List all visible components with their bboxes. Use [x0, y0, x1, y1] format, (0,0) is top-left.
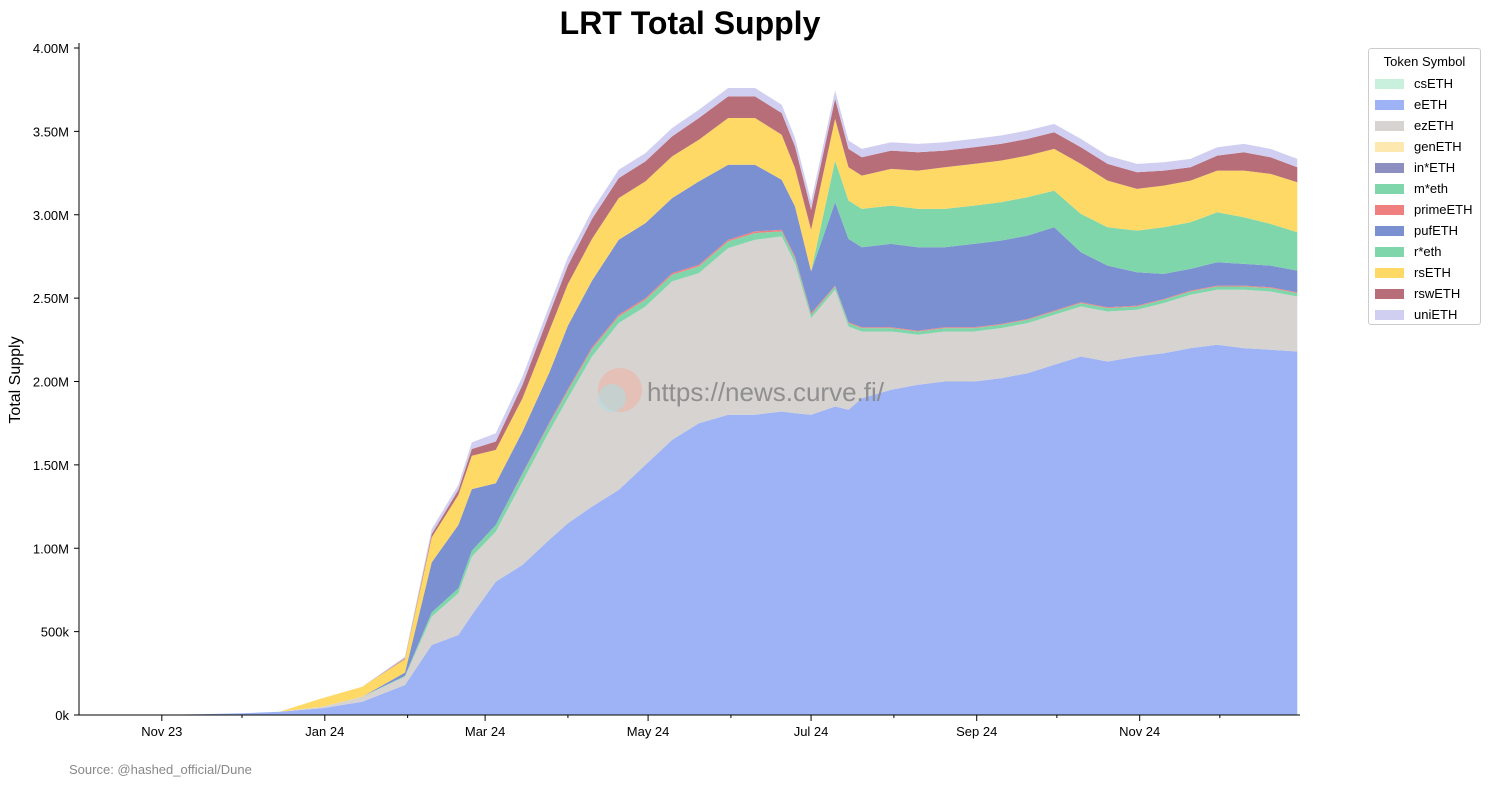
- legend-item: ezETH: [1369, 115, 1480, 136]
- x-tick-label: Mar 24: [465, 724, 505, 739]
- legend-label: uniETH: [1414, 307, 1458, 322]
- x-tick-label: Jan 24: [305, 724, 344, 739]
- y-tick-label: 2.50M: [33, 291, 69, 306]
- curve-logo-inner-icon: [598, 384, 626, 412]
- legend-label: m*eth: [1414, 181, 1448, 196]
- x-tick-label: Nov 24: [1119, 724, 1160, 739]
- watermark: https://news.curve.fi/: [598, 368, 885, 412]
- legend-swatch: [1375, 246, 1404, 257]
- y-tick-label: 4.00M: [33, 41, 69, 56]
- area-pufeth: [79, 164, 1298, 715]
- legend-swatch: [1375, 162, 1404, 173]
- source-note: Source: @hashed_official/Dune: [69, 762, 252, 777]
- x-tick-label: Sep 24: [956, 724, 997, 739]
- chart-title: LRT Total Supply: [560, 5, 821, 41]
- watermark-text: https://news.curve.fi/: [647, 377, 885, 407]
- legend-swatch: [1375, 141, 1404, 152]
- legend-label: r*eth: [1414, 244, 1442, 259]
- legend-item: rsETH: [1369, 262, 1480, 283]
- y-tick-label: 500k: [41, 625, 70, 640]
- legend-swatch: [1375, 78, 1404, 89]
- legend-label: rsETH: [1414, 265, 1451, 280]
- legend-swatch: [1375, 183, 1404, 194]
- legend-title: Token Symbol: [1383, 54, 1466, 69]
- legend-item: genETH: [1369, 136, 1480, 157]
- legend-label: primeETH: [1414, 202, 1473, 217]
- legend-label: pufETH: [1414, 223, 1459, 238]
- legend-label: genETH: [1414, 139, 1462, 154]
- legend-items: csETH eETH ezETH genETH in*ETH m*eth primeETH p…: [1369, 73, 1480, 325]
- x-tick-label: May 24: [627, 724, 670, 739]
- y-tick-label: 1.00M: [33, 541, 69, 556]
- y-tick-label: 0k: [55, 708, 69, 723]
- legend-label: rswETH: [1414, 286, 1461, 301]
- legend-swatch: [1375, 225, 1404, 236]
- area-ezeth: [79, 236, 1298, 715]
- legend-label: csETH: [1414, 76, 1453, 91]
- legend-label: in*ETH: [1414, 160, 1456, 175]
- y-tick-label: 3.50M: [33, 124, 69, 139]
- y-axis-label: Total Supply: [7, 336, 24, 423]
- legend-item: rswETH: [1369, 283, 1480, 304]
- legend-item: pufETH: [1369, 220, 1480, 241]
- legend-item: uniETH: [1369, 304, 1480, 325]
- legend-label: ezETH: [1414, 118, 1454, 133]
- legend-swatch: [1375, 99, 1404, 110]
- legend-item: primeETH: [1369, 199, 1480, 220]
- legend-item: in*ETH: [1369, 157, 1480, 178]
- x-tick-label: Jul 24: [794, 724, 829, 739]
- legend-item: m*eth: [1369, 178, 1480, 199]
- y-tick-label: 1.50M: [33, 458, 69, 473]
- legend-swatch: [1375, 309, 1404, 320]
- legend-item: eETH: [1369, 94, 1480, 115]
- legend-swatch: [1375, 288, 1404, 299]
- legend-item: r*eth: [1369, 241, 1480, 262]
- legend-swatch: [1375, 204, 1404, 215]
- legend-swatch: [1375, 267, 1404, 278]
- stacked-areas: [79, 88, 1298, 716]
- axes: 0k 500k 1.00M 1.50M 2.00M 2.50M 3.00M 3.50M 4.00…: [33, 41, 1300, 739]
- legend: Token Symbol csETH eETH ezETH genETH in*ETH m…: [1368, 48, 1481, 325]
- y-tick-label: 2.00M: [33, 375, 69, 390]
- x-tick-label: Nov 23: [141, 724, 182, 739]
- legend-label: eETH: [1414, 97, 1448, 112]
- y-tick-label: 3.00M: [33, 208, 69, 223]
- legend-item: csETH: [1369, 73, 1480, 94]
- area-eeth: [79, 344, 1298, 715]
- legend-swatch: [1375, 120, 1404, 131]
